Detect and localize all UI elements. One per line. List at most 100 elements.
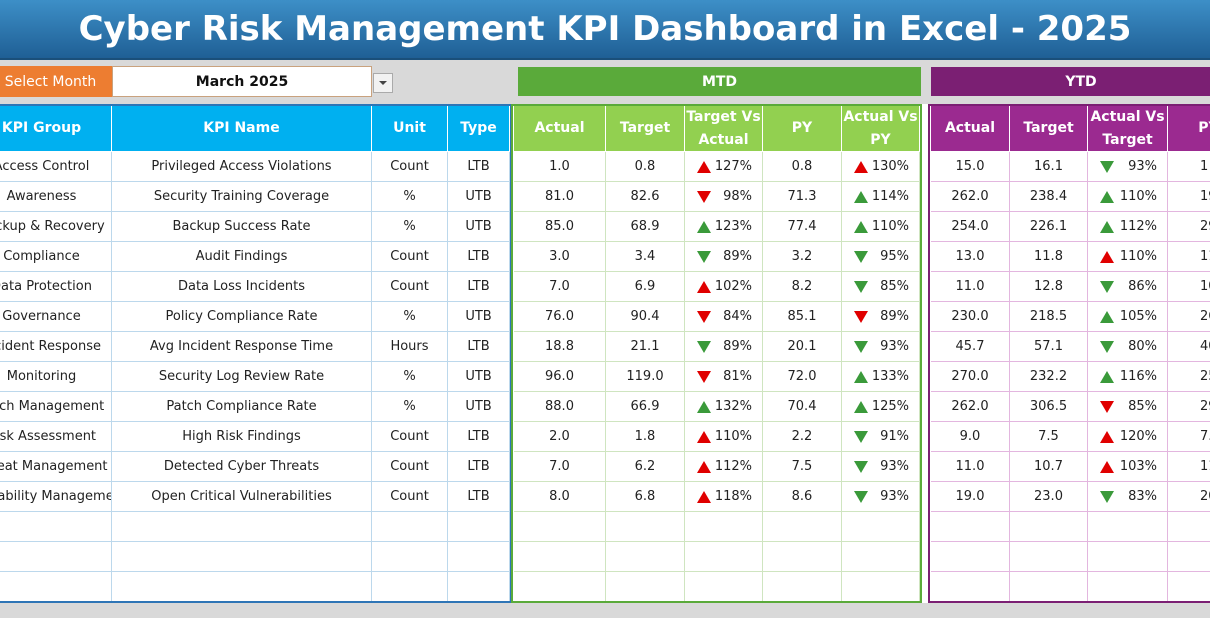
empty-cell	[1010, 512, 1088, 542]
table-cell: Governance	[0, 302, 112, 332]
month-selector[interactable]: March 2025	[112, 66, 372, 97]
status-arrow	[854, 401, 868, 413]
table-cell: 262.0	[931, 182, 1010, 212]
status-arrow	[697, 341, 711, 353]
status-arrow	[1100, 161, 1114, 173]
status-arrow	[697, 431, 711, 443]
table-cell: 20.1	[763, 332, 842, 362]
column-header: Actual	[514, 106, 606, 151]
status-arrow	[697, 461, 711, 473]
table-cell: 19.0	[931, 482, 1010, 512]
status-arrow	[854, 431, 868, 443]
table-cell: %	[372, 392, 448, 422]
empty-cell	[685, 542, 763, 572]
table-cell: LTB	[448, 422, 510, 452]
table-cell: 6.8	[606, 482, 685, 512]
table-cell: 11.0	[931, 452, 1010, 482]
empty-cell	[1088, 512, 1168, 542]
empty-cell	[842, 542, 920, 572]
empty-cell	[514, 542, 606, 572]
table-cell: 57.1	[1010, 332, 1088, 362]
empty-cell	[763, 512, 842, 542]
table-cell: Count	[372, 152, 448, 182]
empty-cell	[1168, 572, 1210, 602]
table-cell: 9.0	[931, 422, 1010, 452]
table-cell: %	[372, 212, 448, 242]
table-cell: Security Log Review Rate	[112, 362, 372, 392]
table-cell: 120%	[1088, 422, 1168, 452]
table-cell: Count	[372, 422, 448, 452]
column-header: Unit	[372, 106, 448, 151]
table-cell: Backup Success Rate	[112, 212, 372, 242]
block-frame	[0, 104, 512, 603]
table-cell: 85.1	[763, 302, 842, 332]
table-cell: Patch Management	[0, 392, 112, 422]
table-cell: 10.7	[1010, 452, 1088, 482]
table-cell: UTB	[448, 212, 510, 242]
table-cell: Open Critical Vulnerabilities	[112, 482, 372, 512]
table-cell: 232.2	[1010, 362, 1088, 392]
table-cell: 6.2	[606, 452, 685, 482]
empty-cell	[606, 512, 685, 542]
status-arrow	[854, 461, 868, 473]
empty-cell	[931, 512, 1010, 542]
table-cell: 103%	[1088, 452, 1168, 482]
table-cell: 110%	[1088, 182, 1168, 212]
empty-cell	[372, 542, 448, 572]
table-cell: 81%	[685, 362, 763, 392]
table-cell: %	[372, 362, 448, 392]
dropdown-button[interactable]	[373, 73, 393, 93]
status-arrow	[697, 311, 711, 323]
status-arrow	[697, 401, 711, 413]
table-cell: 85%	[842, 272, 920, 302]
table-cell: Security Training Coverage	[112, 182, 372, 212]
table-cell: 114%	[842, 182, 920, 212]
column-header: PY	[763, 106, 842, 151]
table-cell: 7.0	[514, 452, 606, 482]
table-cell: 82.6	[606, 182, 685, 212]
table-cell: LTB	[448, 272, 510, 302]
table-cell: 85%	[1088, 392, 1168, 422]
status-arrow	[1100, 251, 1114, 263]
table-cell: 12.8	[1010, 272, 1088, 302]
table-cell: %	[372, 182, 448, 212]
table-cell: Avg Incident Response Time	[112, 332, 372, 362]
status-arrow	[1100, 491, 1114, 503]
table-cell: 71.3	[763, 182, 842, 212]
table-cell: Awareness	[0, 182, 112, 212]
table-cell: 110%	[685, 422, 763, 452]
table-cell: 10	[1168, 272, 1210, 302]
table-cell: 21.1	[606, 332, 685, 362]
empty-cell	[1088, 572, 1168, 602]
column-header: Actual Vs Target	[1088, 106, 1168, 151]
status-arrow	[1100, 221, 1114, 233]
empty-cell	[763, 572, 842, 602]
table-cell: 132%	[685, 392, 763, 422]
status-arrow	[854, 191, 868, 203]
table-cell: Detected Cyber Threats	[112, 452, 372, 482]
empty-cell	[0, 542, 112, 572]
table-cell: 270.0	[931, 362, 1010, 392]
table-cell: Count	[372, 482, 448, 512]
table-cell: 95%	[842, 242, 920, 272]
table-cell: Privileged Access Violations	[112, 152, 372, 182]
table-cell: 133%	[842, 362, 920, 392]
column-header: Target	[606, 106, 685, 151]
table-cell: 262.0	[931, 392, 1010, 422]
status-arrow	[854, 251, 868, 263]
empty-cell	[685, 572, 763, 602]
table-cell: 306.5	[1010, 392, 1088, 422]
table-cell: 125%	[842, 392, 920, 422]
table-cell: Monitoring	[0, 362, 112, 392]
empty-cell	[514, 512, 606, 542]
table-cell: Count	[372, 272, 448, 302]
empty-cell	[448, 542, 510, 572]
table-cell: 7.0	[514, 272, 606, 302]
status-arrow	[697, 221, 711, 233]
table-cell: 0.8	[606, 152, 685, 182]
table-cell: Count	[372, 242, 448, 272]
empty-cell	[372, 572, 448, 602]
empty-cell	[448, 512, 510, 542]
table-cell: 254.0	[931, 212, 1010, 242]
status-arrow	[1100, 191, 1114, 203]
